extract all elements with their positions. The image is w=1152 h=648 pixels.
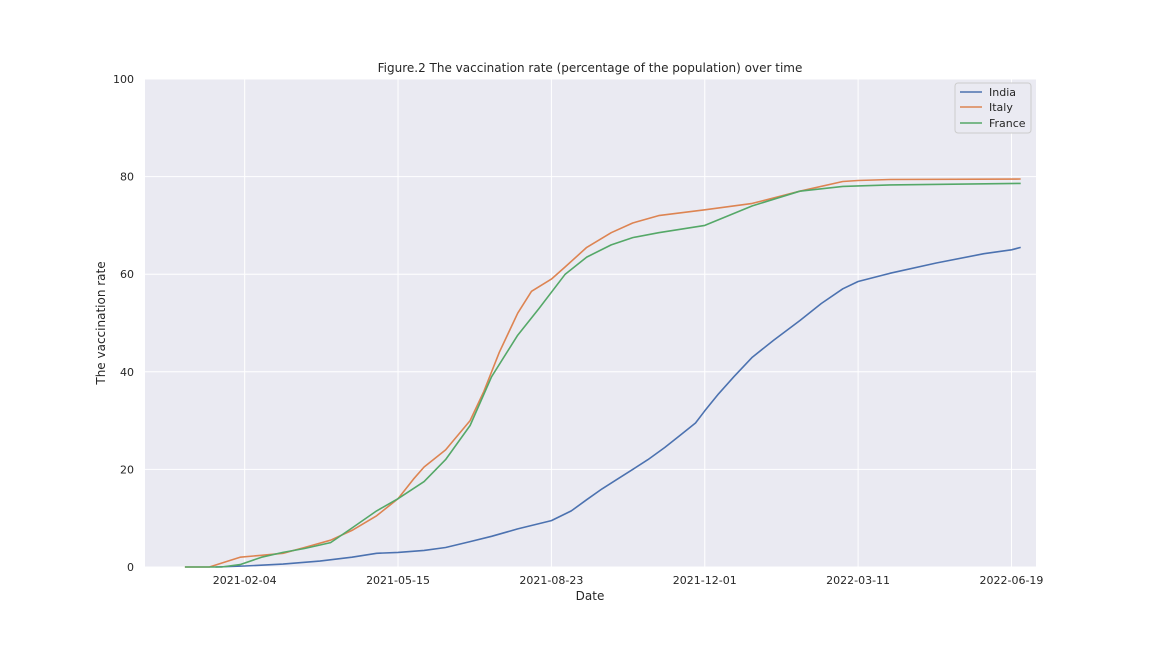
y-tick-label: 80 <box>120 171 134 184</box>
y-tick-label: 20 <box>120 463 134 476</box>
y-tick-label: 40 <box>120 366 134 379</box>
y-tick-label: 100 <box>113 73 134 86</box>
tick-labels: 0 20 40 60 80 100 2021-02-04 2021-05-15 2021-08-… <box>113 73 1043 587</box>
x-tick-label: 2022-03-11 <box>826 574 890 587</box>
legend-label-india: India <box>989 86 1016 99</box>
series-line-france <box>184 182 1021 568</box>
x-tick-label: 2021-05-15 <box>366 574 430 587</box>
y-tick-label: 0 <box>127 561 134 574</box>
legend-label-italy: Italy <box>989 101 1013 114</box>
legend: India Italy France <box>954 82 1032 134</box>
x-tick-label: 2021-08-23 <box>519 574 583 587</box>
y-axis-label: The vaccination rate <box>94 261 108 385</box>
x-axis-label: Date <box>576 589 605 603</box>
grid-lines <box>145 78 1036 568</box>
x-tick-label: 2021-12-01 <box>673 574 737 587</box>
series-lines <box>184 178 1021 568</box>
plot-area <box>145 79 1036 567</box>
x-tick-label: 2022-06-19 <box>979 574 1043 587</box>
y-tick-label: 60 <box>120 268 134 281</box>
legend-box <box>954 82 1032 134</box>
chart-title: Figure.2 The vaccination rate (percentag… <box>378 61 803 75</box>
x-tick-label: 2021-02-04 <box>213 574 277 587</box>
legend-label-france: France <box>989 117 1026 130</box>
series-line-india <box>215 246 1021 568</box>
